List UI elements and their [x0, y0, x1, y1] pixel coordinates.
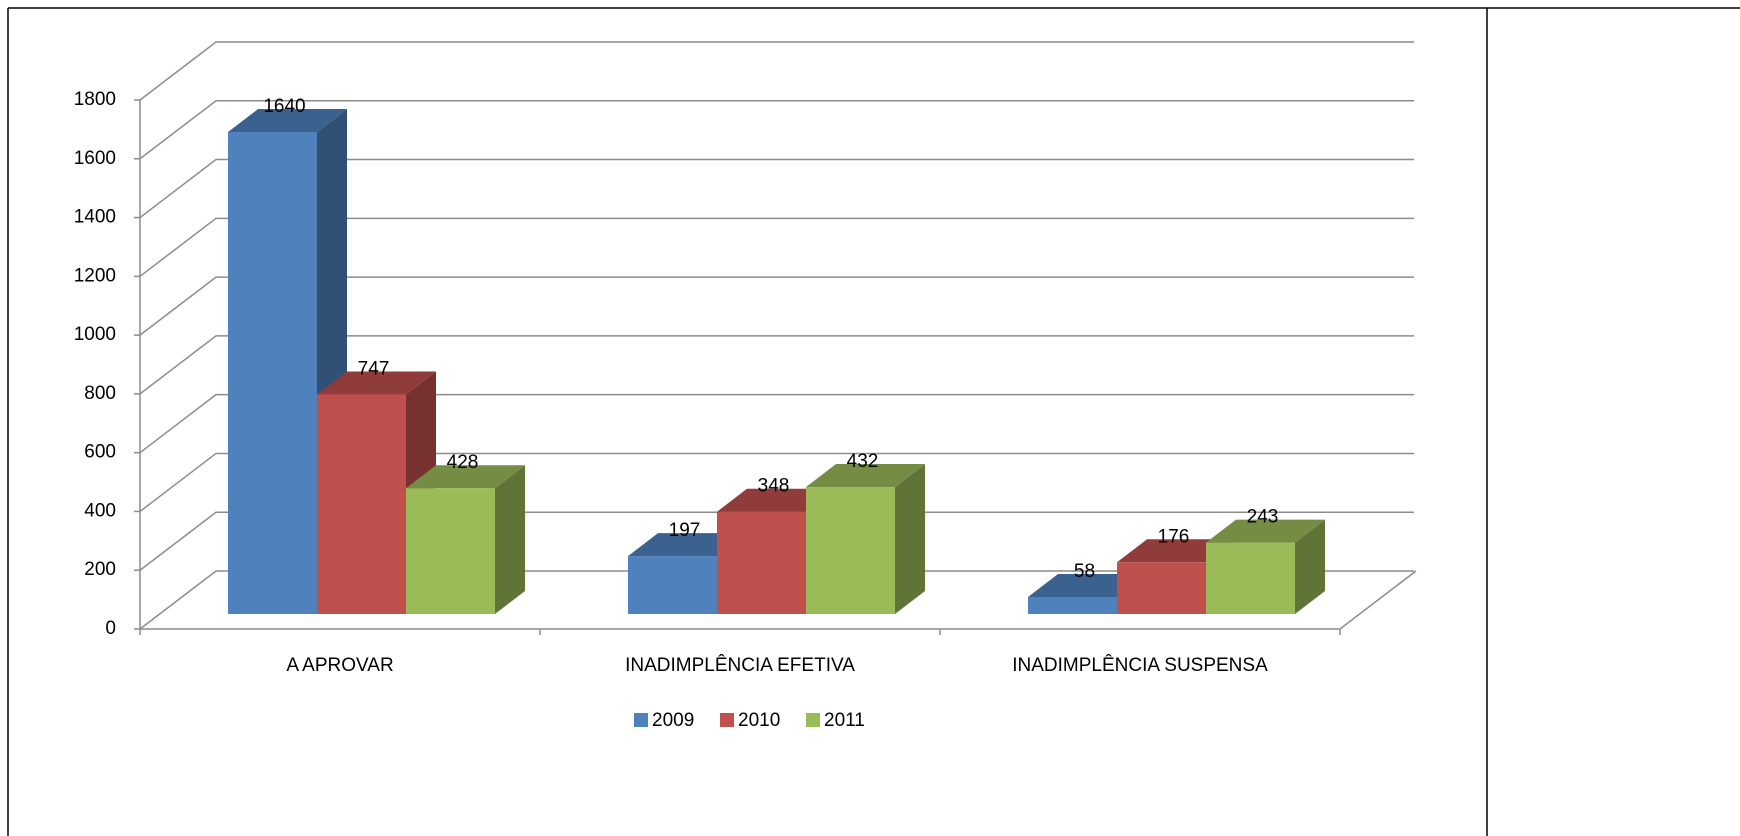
bar-side [895, 464, 925, 614]
bar [1117, 562, 1206, 614]
bar [1206, 542, 1295, 614]
bar-top [806, 464, 925, 488]
y-tick-label: 600 [84, 442, 116, 463]
grid-line [139, 393, 1414, 454]
data-label: 432 [847, 451, 879, 472]
bar [628, 556, 717, 614]
legend-label: 2011 [824, 710, 865, 731]
bar-side [495, 465, 525, 614]
legend-label: 2009 [652, 710, 694, 731]
bar [717, 511, 806, 614]
y-tick-label: 1200 [74, 265, 116, 286]
legend-label: 2010 [738, 710, 780, 731]
data-label: 428 [447, 452, 479, 473]
y-tick-label: 1600 [74, 148, 116, 169]
bar-top [1206, 519, 1325, 543]
x-tick-label: INADIMPLÊNCIA SUSPENSA [1012, 654, 1268, 676]
legend-swatch [720, 713, 734, 727]
y-tick-label: 800 [84, 383, 116, 404]
grid-line [139, 570, 1414, 630]
x-tick-label: INADIMPLÊNCIA EFETIVA [625, 654, 855, 676]
data-label: 197 [669, 520, 701, 541]
data-label: 747 [358, 358, 390, 379]
legend-swatch [806, 713, 820, 727]
data-label: 243 [1247, 507, 1279, 528]
bar-side [1295, 519, 1325, 614]
data-label: 1640 [263, 96, 305, 117]
y-tick-label: 200 [84, 559, 116, 580]
y-tick-label: 1800 [74, 89, 116, 110]
bar [317, 394, 406, 614]
y-tick-label: 1000 [74, 324, 116, 345]
grid-line [139, 41, 1414, 101]
grid-line [139, 511, 1414, 571]
y-tick-label: 400 [84, 500, 116, 521]
data-label: 348 [758, 476, 790, 497]
bar [806, 487, 895, 614]
grid-line [139, 100, 1414, 160]
x-tick-label: A APROVAR [286, 655, 393, 676]
bar-top [228, 109, 347, 133]
data-label: 176 [1158, 526, 1190, 547]
bar [228, 132, 317, 614]
data-label: 58 [1074, 561, 1095, 582]
grid-line [139, 276, 1414, 336]
y-tick-label: 1400 [74, 207, 116, 228]
grid-line [139, 217, 1414, 277]
bar-top [406, 465, 525, 489]
grid-line [139, 158, 1414, 219]
legend-swatch [634, 713, 648, 727]
bar [1028, 596, 1117, 614]
y-tick-label: 0 [105, 618, 116, 639]
grid-line [139, 335, 1414, 395]
bar-top [317, 371, 436, 395]
bar [406, 488, 495, 614]
grid-line [139, 452, 1414, 513]
